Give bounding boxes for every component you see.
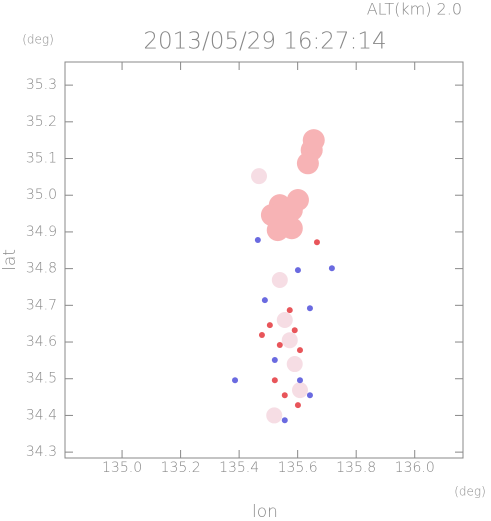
echo-point xyxy=(291,327,298,334)
echo-point xyxy=(280,217,303,240)
y-tick-label: 34.3 xyxy=(26,444,57,460)
y-tick-label: 35.2 xyxy=(26,114,57,130)
y-axis-label: lat xyxy=(0,249,20,271)
y-tick-label: 35.1 xyxy=(26,151,57,167)
echo-point xyxy=(313,239,320,246)
y-tick-label: 34.4 xyxy=(26,407,57,423)
echo-point xyxy=(281,417,288,424)
echo-point xyxy=(296,377,303,384)
echo-point xyxy=(271,357,278,364)
altitude-label: ALT(km) 2.0 xyxy=(367,0,462,19)
y-tick-label: 34.5 xyxy=(26,371,57,387)
plot-frame xyxy=(64,61,464,459)
echo-point xyxy=(254,236,261,243)
echo-point xyxy=(276,341,283,348)
echo-point xyxy=(306,392,313,399)
y-tick-label: 35.3 xyxy=(26,77,57,93)
y-tick-label: 34.9 xyxy=(26,224,57,240)
x-tick-label: 135.0 xyxy=(102,460,142,476)
x-tick-label: 135.8 xyxy=(336,460,376,476)
echo-point xyxy=(294,402,301,409)
echo-point xyxy=(258,332,265,339)
echo-point xyxy=(286,307,293,314)
echo-point xyxy=(266,407,283,424)
echo-point xyxy=(294,267,301,274)
echo-point xyxy=(251,168,268,185)
echo-point xyxy=(302,129,325,152)
echo-point xyxy=(276,312,293,329)
x-unit: (deg) xyxy=(454,485,486,499)
echo-point xyxy=(291,382,308,399)
y-tick-label: 34.7 xyxy=(26,297,57,313)
y-unit: (deg) xyxy=(22,33,54,47)
echo-point xyxy=(328,265,335,272)
echo-point xyxy=(286,356,303,373)
x-tick-label: 135.6 xyxy=(278,460,318,476)
echo-point xyxy=(266,322,273,329)
echo-point xyxy=(281,392,288,399)
y-tick-label: 34.8 xyxy=(26,261,57,277)
x-tick-label: 135.4 xyxy=(219,460,259,476)
echo-point xyxy=(232,377,239,384)
echo-point xyxy=(281,332,298,349)
y-tick-label: 34.6 xyxy=(26,334,57,350)
echo-point xyxy=(296,152,319,175)
echo-point xyxy=(261,297,268,304)
echo-point xyxy=(271,377,278,384)
echo-point xyxy=(286,188,309,211)
echo-point xyxy=(296,347,303,354)
x-tick-label: 135.2 xyxy=(161,460,201,476)
y-tick-label: 35.0 xyxy=(26,187,57,203)
x-axis-label: lon xyxy=(252,502,278,521)
echo-point xyxy=(271,272,288,289)
x-tick-label: 136.0 xyxy=(395,460,435,476)
chart-title: 2013/05/29 16:27:14 xyxy=(143,29,386,55)
echo-point xyxy=(306,305,313,312)
